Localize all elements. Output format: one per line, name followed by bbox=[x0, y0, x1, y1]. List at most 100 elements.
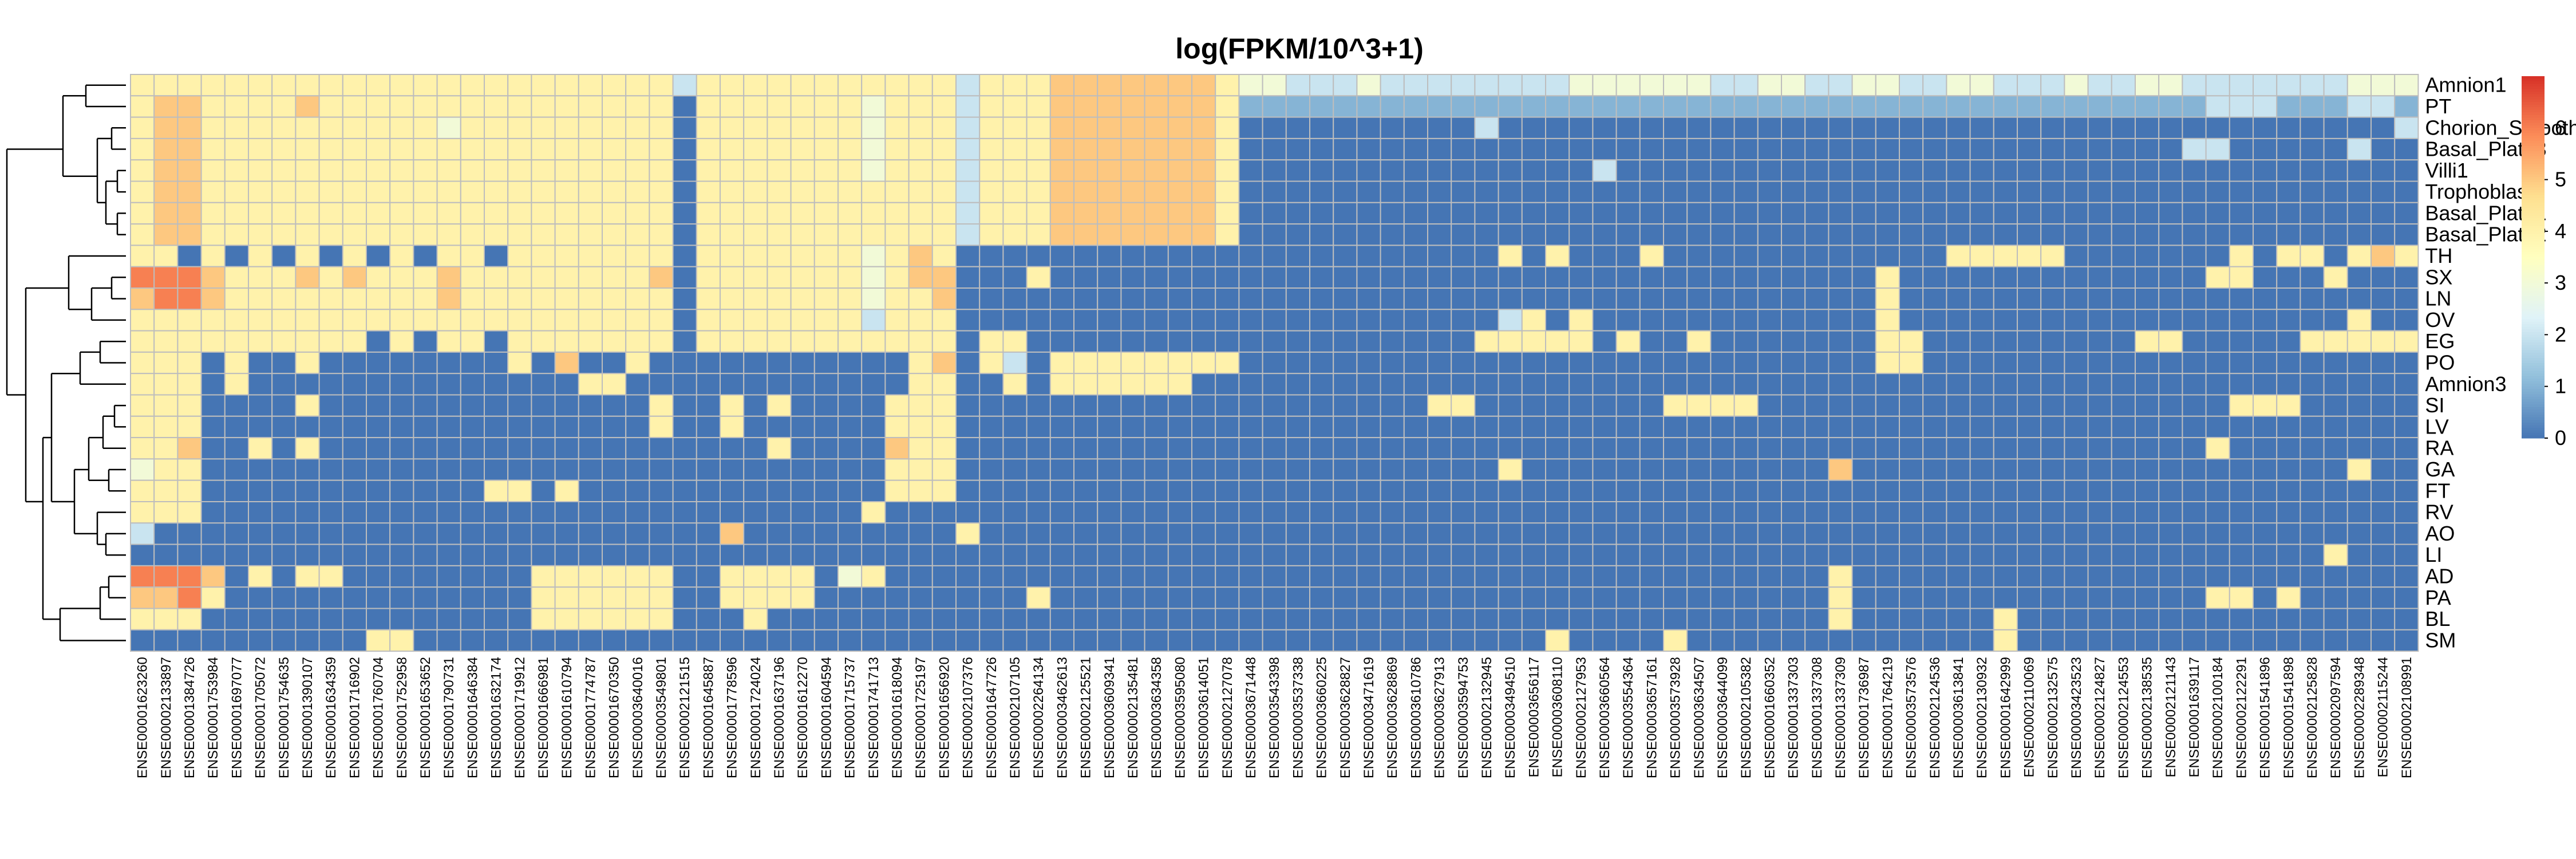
heatmap-cell bbox=[1049, 137, 1075, 161]
heatmap-cell bbox=[578, 394, 603, 417]
column-label: ENSE00002110069 bbox=[2022, 657, 2037, 777]
heatmap-cell bbox=[979, 309, 1004, 332]
heatmap-cell bbox=[389, 74, 414, 97]
heatmap-cell bbox=[1993, 159, 2018, 182]
heatmap-cell bbox=[1285, 522, 1311, 545]
heatmap-cell bbox=[979, 266, 1004, 289]
heatmap-cell bbox=[861, 330, 886, 353]
legend-gradient-segment bbox=[2522, 283, 2545, 286]
heatmap-cell bbox=[908, 74, 933, 97]
heatmap-cell bbox=[1828, 373, 1853, 396]
heatmap-cell bbox=[1167, 415, 1193, 439]
heatmap-cell bbox=[2017, 373, 2042, 396]
heatmap-cell bbox=[955, 245, 981, 267]
heatmap-cell bbox=[295, 437, 320, 460]
heatmap-cell bbox=[1049, 543, 1075, 566]
heatmap-cell bbox=[295, 373, 320, 396]
heatmap-cell bbox=[2158, 522, 2183, 545]
heatmap-cell bbox=[2229, 309, 2254, 332]
heatmap-cell bbox=[955, 629, 981, 652]
heatmap-cell bbox=[2323, 309, 2348, 332]
heatmap-cell bbox=[1403, 373, 1429, 396]
heatmap-cell bbox=[2276, 586, 2301, 609]
legend-gradient-segment bbox=[2522, 275, 2545, 278]
heatmap-cell bbox=[200, 501, 226, 524]
row-label: SM bbox=[2425, 629, 2456, 652]
heatmap-cell bbox=[1333, 330, 1358, 353]
legend-gradient-segment bbox=[2522, 102, 2545, 105]
heatmap-cell bbox=[342, 458, 367, 481]
heatmap-cell bbox=[1710, 522, 1735, 545]
heatmap-cell bbox=[1757, 565, 1783, 588]
heatmap-cell bbox=[484, 586, 509, 609]
heatmap-cell bbox=[931, 116, 957, 139]
heatmap-cell bbox=[2300, 415, 2325, 439]
heatmap-cell bbox=[1026, 266, 1051, 289]
heatmap-cell bbox=[366, 74, 391, 97]
heatmap-cell bbox=[2253, 137, 2278, 161]
heatmap-cell bbox=[460, 522, 485, 545]
heatmap-cell bbox=[554, 180, 579, 203]
heatmap-cell bbox=[1875, 95, 1901, 118]
heatmap-cell bbox=[2040, 223, 2065, 246]
heatmap-cell bbox=[1804, 74, 1830, 97]
heatmap-cell bbox=[1215, 543, 1240, 566]
heatmap-cell bbox=[1215, 565, 1240, 588]
heatmap-cell bbox=[1380, 202, 1405, 225]
heatmap-cell bbox=[837, 458, 863, 481]
heatmap-cell bbox=[2158, 180, 2183, 203]
heatmap-cell bbox=[2394, 180, 2419, 203]
heatmap-cell bbox=[1828, 415, 1853, 439]
heatmap-cell bbox=[1309, 458, 1334, 481]
heatmap-cell bbox=[2300, 266, 2325, 289]
heatmap-cell bbox=[200, 116, 226, 139]
heatmap-cell bbox=[2017, 116, 2042, 139]
column-label: ENSE00002100184 bbox=[2210, 657, 2226, 778]
heatmap-cell bbox=[861, 479, 886, 503]
heatmap-cell bbox=[1592, 437, 1617, 460]
heatmap-cell bbox=[908, 629, 933, 652]
heatmap-cell bbox=[2158, 501, 2183, 524]
heatmap-cell bbox=[908, 137, 933, 161]
heatmap-cell bbox=[554, 95, 579, 118]
legend-gradient-segment bbox=[2522, 353, 2545, 356]
heatmap-cell bbox=[413, 137, 438, 161]
heatmap-cell bbox=[861, 137, 886, 161]
heatmap-cell bbox=[1993, 415, 2018, 439]
heatmap-cell bbox=[130, 202, 155, 225]
heatmap-cell bbox=[1639, 95, 1665, 118]
heatmap-cell bbox=[625, 223, 650, 246]
legend-gradient-segment bbox=[2522, 430, 2545, 434]
heatmap-cell bbox=[200, 629, 226, 652]
heatmap-cell bbox=[2064, 116, 2089, 139]
legend-gradient-segment bbox=[2522, 345, 2545, 348]
heatmap-cell bbox=[1002, 522, 1028, 545]
legend-gradient-segment bbox=[2522, 226, 2545, 229]
heatmap-cell bbox=[955, 223, 981, 246]
heatmap-cell bbox=[1474, 245, 1499, 267]
heatmap-cell bbox=[224, 522, 249, 545]
heatmap-cell bbox=[837, 245, 863, 267]
heatmap-cell bbox=[1639, 415, 1665, 439]
heatmap-cell bbox=[1285, 137, 1311, 161]
heatmap-cell bbox=[200, 202, 226, 225]
heatmap-cell bbox=[1144, 565, 1169, 588]
heatmap-cell bbox=[413, 586, 438, 609]
heatmap-cell bbox=[1427, 565, 1452, 588]
heatmap-cell bbox=[130, 309, 155, 332]
heatmap-cell bbox=[2370, 202, 2396, 225]
heatmap-cell bbox=[2300, 373, 2325, 396]
column-label: ENSE00002124553 bbox=[2116, 657, 2131, 778]
legend-gradient-segment bbox=[2522, 205, 2545, 208]
heatmap-cell bbox=[696, 180, 721, 203]
heatmap-cell bbox=[2276, 223, 2301, 246]
heatmap-cell bbox=[1215, 373, 1240, 396]
heatmap-cell bbox=[1333, 586, 1358, 609]
heatmap-cell bbox=[1498, 180, 1523, 203]
heatmap-cell bbox=[2300, 180, 2325, 203]
heatmap-cell bbox=[1474, 373, 1499, 396]
legend-gradient-segment bbox=[2522, 164, 2545, 167]
heatmap-cell bbox=[767, 522, 792, 545]
heatmap-cell bbox=[484, 501, 509, 524]
heatmap-cell bbox=[1663, 223, 1688, 246]
